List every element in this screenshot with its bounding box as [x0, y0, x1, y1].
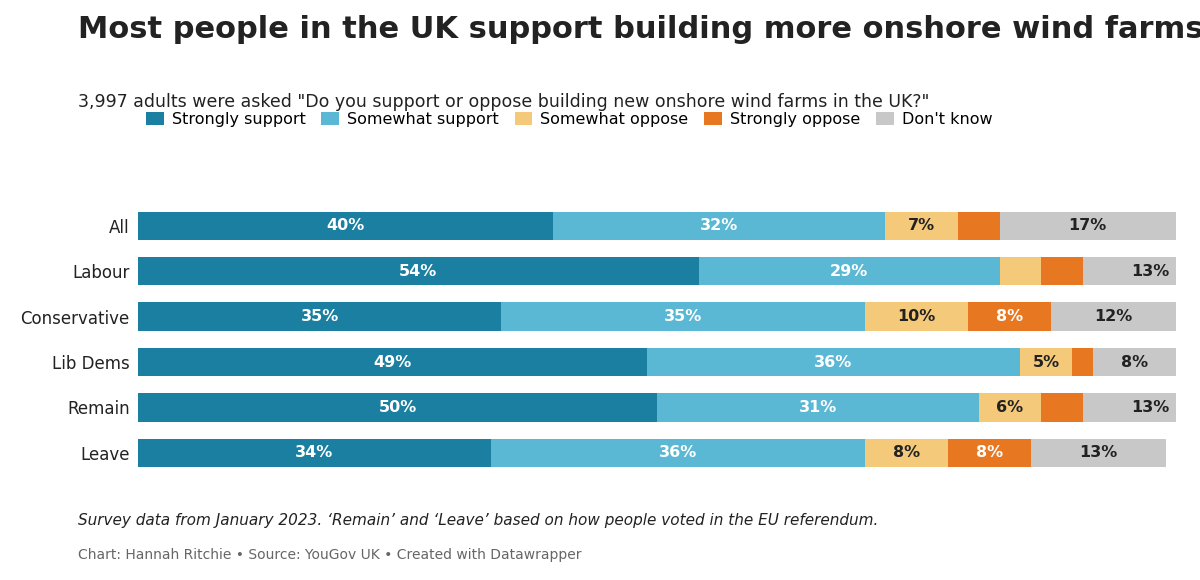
Bar	[1020, 348, 1073, 376]
Text: 49%: 49%	[373, 354, 412, 369]
Bar	[553, 212, 886, 240]
Text: 8%: 8%	[1121, 354, 1148, 369]
Bar	[138, 303, 502, 331]
Text: 7%: 7%	[908, 218, 935, 233]
Bar	[948, 439, 1031, 467]
Bar	[138, 393, 658, 422]
Text: 29%: 29%	[830, 264, 868, 278]
Text: 5%: 5%	[1033, 354, 1060, 369]
Text: 50%: 50%	[378, 400, 416, 415]
Bar	[864, 439, 948, 467]
Bar	[647, 348, 1020, 376]
Text: 54%: 54%	[400, 264, 437, 278]
Bar	[698, 257, 1000, 285]
Text: 13%: 13%	[1079, 445, 1117, 461]
Text: 36%: 36%	[659, 445, 697, 461]
Bar	[138, 257, 698, 285]
Bar	[968, 303, 1051, 331]
Bar	[138, 439, 491, 467]
Text: Survey data from January 2023. ‘Remain’ and ‘Leave’ based on how people voted in: Survey data from January 2023. ‘Remain’ …	[78, 513, 878, 528]
Text: 35%: 35%	[300, 309, 338, 324]
Bar	[138, 212, 553, 240]
Text: Chart: Hannah Ritchie • Source: YouGov UK • Created with Datawrapper: Chart: Hannah Ritchie • Source: YouGov U…	[78, 548, 582, 562]
Text: 12%: 12%	[1094, 309, 1133, 324]
Text: 17%: 17%	[1069, 218, 1106, 233]
Bar	[1082, 393, 1200, 422]
Text: 8%: 8%	[996, 309, 1024, 324]
Bar	[138, 348, 647, 376]
Bar	[1000, 257, 1042, 285]
Text: 31%: 31%	[799, 400, 838, 415]
Text: 35%: 35%	[664, 309, 702, 324]
Text: 36%: 36%	[815, 354, 852, 369]
Bar	[1042, 257, 1082, 285]
Bar	[1031, 439, 1165, 467]
Bar	[1093, 348, 1176, 376]
Bar	[1042, 393, 1082, 422]
Text: 32%: 32%	[700, 218, 738, 233]
Bar	[658, 393, 979, 422]
Text: 13%: 13%	[1130, 264, 1169, 278]
Text: 6%: 6%	[996, 400, 1024, 415]
Bar	[886, 212, 958, 240]
Text: 40%: 40%	[326, 218, 365, 233]
Text: Most people in the UK support building more onshore wind farms: Most people in the UK support building m…	[78, 14, 1200, 44]
Bar	[1082, 257, 1200, 285]
Bar	[1000, 212, 1176, 240]
Text: 34%: 34%	[295, 445, 334, 461]
Bar	[1051, 303, 1176, 331]
Text: 8%: 8%	[893, 445, 919, 461]
Text: 13%: 13%	[1130, 400, 1169, 415]
Bar	[1073, 348, 1093, 376]
Bar	[979, 393, 1042, 422]
Legend: Strongly support, Somewhat support, Somewhat oppose, Strongly oppose, Don't know: Strongly support, Somewhat support, Some…	[146, 112, 992, 127]
Bar	[502, 303, 864, 331]
Bar	[491, 439, 864, 467]
Bar	[958, 212, 1000, 240]
Text: 10%: 10%	[898, 309, 936, 324]
Bar	[864, 303, 968, 331]
Text: 8%: 8%	[976, 445, 1003, 461]
Text: 3,997 adults were asked "Do you support or oppose building new onshore wind farm: 3,997 adults were asked "Do you support …	[78, 93, 929, 111]
